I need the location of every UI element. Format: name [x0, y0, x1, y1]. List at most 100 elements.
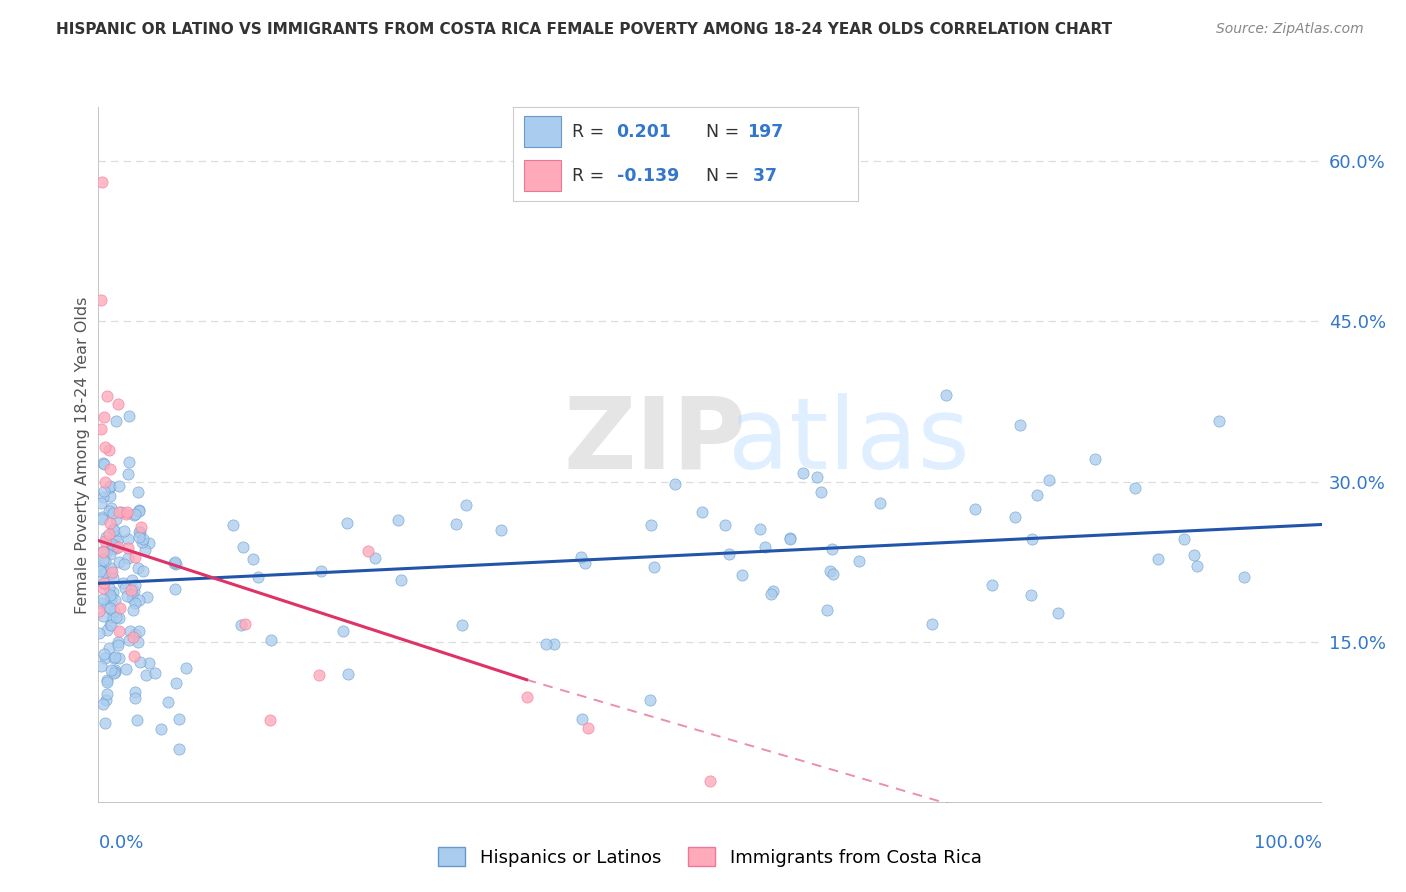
Point — [124, 691, 146, 706]
Point — [93, 591, 115, 606]
Point — [127, 714, 149, 728]
Point — [91, 543, 114, 558]
Point — [135, 667, 157, 681]
Point — [100, 500, 122, 515]
Point — [98, 516, 121, 530]
Point — [101, 565, 124, 579]
Point — [89, 569, 111, 583]
Point — [105, 534, 128, 549]
Point — [124, 507, 146, 521]
Point — [242, 551, 264, 566]
Point — [115, 589, 138, 603]
Text: N =: N = — [706, 167, 745, 185]
Point — [94, 566, 117, 580]
Point — [114, 581, 136, 595]
Point — [87, 626, 110, 640]
Point — [96, 600, 118, 615]
Point — [1173, 532, 1195, 546]
Point — [1146, 551, 1168, 566]
Point — [112, 576, 135, 591]
Point — [122, 508, 145, 522]
Point — [108, 611, 131, 625]
Point — [97, 526, 120, 541]
Point — [309, 564, 332, 578]
Point — [93, 483, 115, 498]
Point — [100, 618, 122, 632]
Point — [112, 557, 135, 571]
Point — [98, 588, 121, 602]
Point — [112, 524, 135, 538]
Point — [87, 604, 110, 618]
Point — [229, 618, 252, 632]
Point — [104, 529, 127, 543]
Point — [1019, 588, 1042, 602]
Point — [124, 550, 146, 565]
Point — [246, 570, 269, 584]
Point — [100, 663, 122, 677]
Point — [806, 470, 828, 484]
Point — [1233, 570, 1256, 584]
Point — [93, 490, 115, 504]
Point — [90, 511, 112, 525]
Point — [103, 585, 125, 599]
Point — [129, 656, 152, 670]
Point — [89, 564, 111, 578]
Point — [100, 566, 122, 581]
Point — [132, 564, 155, 578]
Point — [222, 518, 245, 533]
Text: R =: R = — [572, 123, 609, 141]
Point — [574, 556, 596, 570]
Point — [1185, 558, 1208, 573]
Point — [90, 496, 112, 510]
Point — [640, 693, 662, 707]
Point — [132, 532, 155, 546]
Point — [981, 577, 1004, 591]
Point — [105, 512, 128, 526]
Point — [121, 587, 143, 601]
Point — [94, 716, 117, 731]
Point — [117, 632, 139, 647]
Point — [1021, 532, 1043, 546]
Point — [94, 440, 117, 454]
Point — [387, 513, 409, 527]
Point — [779, 532, 801, 546]
Point — [699, 774, 721, 789]
Point — [232, 540, 254, 554]
Point — [98, 489, 121, 503]
Point — [576, 721, 599, 735]
Point — [118, 624, 141, 638]
Point — [536, 637, 558, 651]
Point — [451, 617, 474, 632]
Point — [101, 506, 124, 520]
Point — [118, 455, 141, 469]
Point — [91, 698, 114, 712]
Text: N =: N = — [706, 123, 745, 141]
Point — [1123, 481, 1146, 495]
Point — [690, 505, 713, 519]
Point — [336, 666, 359, 681]
Point — [89, 558, 111, 572]
Point — [96, 673, 118, 687]
Point — [759, 587, 782, 601]
Point — [104, 539, 127, 553]
Point — [94, 693, 117, 707]
Point — [122, 584, 145, 599]
Text: ZIP: ZIP — [564, 392, 747, 490]
Point — [749, 522, 772, 536]
Point — [169, 712, 191, 726]
Point — [107, 635, 129, 649]
Point — [96, 543, 118, 558]
Point — [127, 635, 149, 649]
Point — [121, 602, 143, 616]
Point — [104, 592, 127, 607]
Point — [1047, 606, 1070, 620]
Point — [94, 475, 117, 489]
Legend: Hispanics or Latinos, Immigrants from Costa Rica: Hispanics or Latinos, Immigrants from Co… — [432, 840, 988, 874]
Point — [100, 590, 122, 604]
Point — [643, 559, 665, 574]
Point — [569, 550, 592, 565]
Point — [129, 520, 152, 534]
Point — [107, 540, 129, 554]
Point — [543, 637, 565, 651]
Point — [124, 627, 146, 641]
